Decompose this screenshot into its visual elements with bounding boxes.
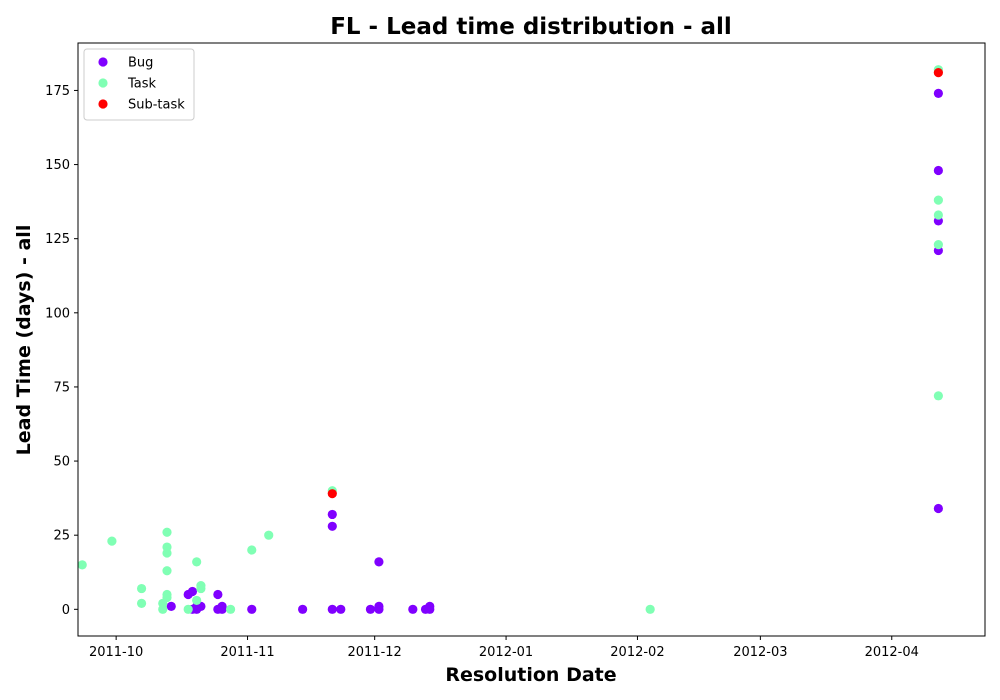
task-point [183,604,193,614]
plot-frame [77,42,986,637]
legend-label-bug: Bug [128,56,153,71]
task-point [264,530,274,540]
x-axis: 2011-10 2011-11 2011-12 2012-01 2012-02 2012-… [89,636,919,660]
y-tick-label: 150 [45,158,70,173]
bug-point [327,509,337,520]
bug-point [327,604,337,614]
y-tick-label: 50 [53,455,70,470]
task-point [933,240,943,250]
task-point [225,604,236,614]
bug-point [187,586,198,597]
x-axis-label: Resolution Date [445,664,616,686]
legend: Bug Task Sub-task [83,48,195,121]
task-point [158,604,168,614]
x-tick-label: 2011-12 [348,645,402,660]
task-point [933,195,943,205]
bug-point [213,589,223,600]
y-tick-label: 25 [53,529,70,544]
task-point [645,604,655,614]
y-tick-label: 175 [45,84,70,99]
task-point [162,592,172,603]
bug-point [166,601,176,611]
legend-marker-sub-task [98,99,108,109]
x-tick-label: 2012-02 [610,645,664,660]
task-point [192,557,202,567]
bug-point [374,604,384,614]
task-point [162,527,172,537]
y-tick-label: 100 [45,306,70,321]
y-tick-label: 125 [45,232,70,247]
bug-point [408,604,418,614]
y-tick-label: 75 [53,380,70,395]
bug-point [336,604,346,614]
x-tick-label: 2012-04 [865,645,919,660]
x-tick-label: 2011-10 [89,645,143,660]
legend-marker-bug [98,57,108,67]
chart-title: FL - Lead time distribution - all [330,14,732,40]
bug-point [247,604,257,614]
x-tick-label: 2012-03 [733,645,787,660]
bug-point [217,604,227,614]
bug-point [365,604,376,614]
task-point [162,566,172,576]
task-point [192,595,202,606]
bug-point [374,557,384,567]
x-tick-label: 2012-01 [479,645,533,660]
data-points [77,65,943,614]
bug-point [298,604,308,614]
bug-point [425,604,435,614]
task-point [162,548,172,558]
x-tick-label: 2011-11 [220,645,274,660]
task-point [107,536,117,546]
legend-label-sub-task: Sub-task [128,98,185,113]
legend-marker-task [98,78,108,88]
y-axis: 0 25 50 75 100 125 150 175 [45,84,78,618]
task-point [136,598,147,608]
task-point [933,210,943,220]
sub-task-point [933,68,943,78]
legend-box [83,48,195,121]
task-point [247,545,257,555]
y-axis-label: Lead Time (days) - all [13,225,35,456]
task-point [196,583,206,594]
legend-label-task: Task [127,77,157,92]
bug-point [933,165,943,176]
bug-point [327,521,337,531]
y-tick-label: 0 [62,603,70,618]
task-point [933,391,943,401]
sub-task-point [327,489,337,499]
task-point [136,583,147,594]
bug-point [933,503,943,514]
bug-point [933,88,943,99]
task-point [77,560,87,570]
